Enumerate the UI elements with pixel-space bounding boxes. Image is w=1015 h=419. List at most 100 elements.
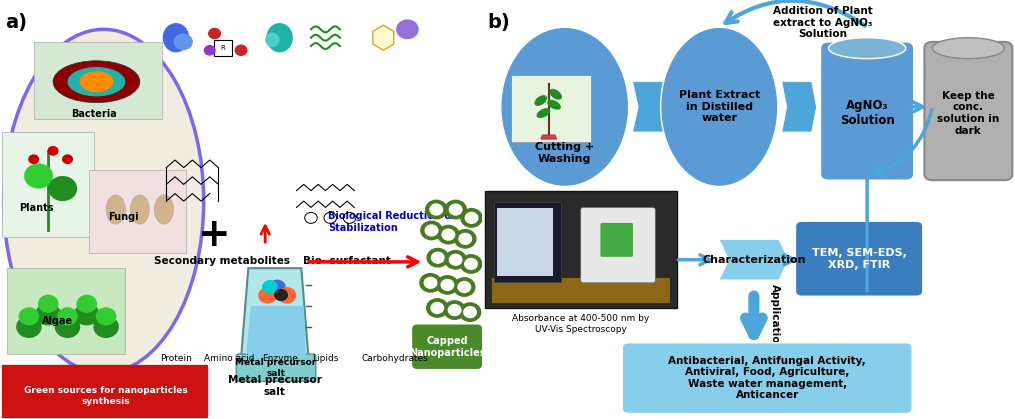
Circle shape xyxy=(259,288,276,303)
Text: Antibacterial, Antifungal Activity,
Antiviral, Food, Agriculture,
Waste water ma: Antibacterial, Antifungal Activity, Anti… xyxy=(669,356,866,400)
Polygon shape xyxy=(632,82,673,132)
FancyBboxPatch shape xyxy=(413,326,481,368)
Circle shape xyxy=(28,155,39,163)
Circle shape xyxy=(75,304,98,325)
FancyBboxPatch shape xyxy=(796,221,923,296)
Ellipse shape xyxy=(500,27,628,186)
Ellipse shape xyxy=(828,38,905,59)
Ellipse shape xyxy=(547,100,561,110)
Text: Bio- surfactant: Bio- surfactant xyxy=(303,256,391,266)
Circle shape xyxy=(397,20,418,39)
Circle shape xyxy=(204,46,215,55)
Ellipse shape xyxy=(933,38,1004,59)
FancyBboxPatch shape xyxy=(581,207,656,283)
Text: a): a) xyxy=(5,13,26,31)
Text: Keep the
conc.
solution in
dark: Keep the conc. solution in dark xyxy=(937,91,1000,135)
Text: Algae: Algae xyxy=(43,316,73,326)
Text: Cutting +
Washing: Cutting + Washing xyxy=(535,142,595,164)
Text: R: R xyxy=(221,45,225,51)
Circle shape xyxy=(19,308,39,325)
Circle shape xyxy=(427,248,449,267)
Text: Plants: Plants xyxy=(19,203,54,213)
Text: +: + xyxy=(198,216,230,253)
Circle shape xyxy=(459,233,472,244)
Text: Fungi: Fungi xyxy=(108,212,138,222)
Text: Absorbance at 400-500 nm by
UV-Vis Spectroscopy: Absorbance at 400-500 nm by UV-Vis Spect… xyxy=(513,314,650,334)
Circle shape xyxy=(465,259,477,269)
Text: Amino acid: Amino acid xyxy=(204,354,255,363)
Text: Addition of Plant
extract to AgNO₃
Solution: Addition of Plant extract to AgNO₃ Solut… xyxy=(773,6,873,39)
Circle shape xyxy=(17,316,41,337)
Circle shape xyxy=(96,308,116,325)
Circle shape xyxy=(460,303,481,321)
Circle shape xyxy=(94,316,118,337)
Ellipse shape xyxy=(162,23,189,52)
Circle shape xyxy=(58,308,77,325)
Circle shape xyxy=(275,290,287,300)
Ellipse shape xyxy=(537,108,550,118)
Text: Bacteria: Bacteria xyxy=(71,109,117,119)
FancyBboxPatch shape xyxy=(2,365,207,417)
Ellipse shape xyxy=(106,195,125,224)
Circle shape xyxy=(464,307,476,318)
Circle shape xyxy=(425,200,447,219)
Ellipse shape xyxy=(266,23,293,52)
Circle shape xyxy=(426,299,448,317)
Text: Enzyme: Enzyme xyxy=(262,354,297,363)
Circle shape xyxy=(48,147,58,155)
FancyBboxPatch shape xyxy=(496,208,553,276)
Polygon shape xyxy=(720,240,789,280)
Text: Lipids: Lipids xyxy=(313,354,339,363)
Polygon shape xyxy=(242,268,309,358)
Ellipse shape xyxy=(79,71,114,92)
FancyBboxPatch shape xyxy=(236,354,316,381)
Text: Carbohydrates: Carbohydrates xyxy=(362,354,428,363)
Ellipse shape xyxy=(68,67,126,96)
FancyBboxPatch shape xyxy=(485,191,677,308)
Text: Metal precursor
salt: Metal precursor salt xyxy=(228,375,322,397)
FancyBboxPatch shape xyxy=(512,75,592,142)
Circle shape xyxy=(450,254,462,265)
Circle shape xyxy=(77,295,96,312)
Ellipse shape xyxy=(154,195,174,224)
Ellipse shape xyxy=(174,34,193,50)
Circle shape xyxy=(431,303,444,313)
Ellipse shape xyxy=(661,27,777,186)
Circle shape xyxy=(442,279,454,290)
Ellipse shape xyxy=(535,95,547,106)
Polygon shape xyxy=(782,82,816,132)
Circle shape xyxy=(444,301,465,319)
Text: Characterization: Characterization xyxy=(702,255,806,265)
Text: Capped
Nanoparticles: Capped Nanoparticles xyxy=(409,336,485,358)
Circle shape xyxy=(209,28,220,39)
Circle shape xyxy=(449,305,461,316)
Text: b): b) xyxy=(487,13,511,31)
Circle shape xyxy=(445,200,466,219)
Ellipse shape xyxy=(265,33,279,47)
Circle shape xyxy=(278,288,295,303)
Text: Metal precursor
salt: Metal precursor salt xyxy=(235,358,317,378)
Text: Plant Extract
in Distilled
water: Plant Extract in Distilled water xyxy=(679,90,760,124)
FancyBboxPatch shape xyxy=(925,42,1012,180)
Circle shape xyxy=(56,316,79,337)
Circle shape xyxy=(461,209,482,227)
Text: Applications: Applications xyxy=(769,284,780,357)
Circle shape xyxy=(421,221,443,240)
FancyBboxPatch shape xyxy=(494,202,561,282)
Circle shape xyxy=(461,255,482,273)
Circle shape xyxy=(63,155,72,163)
Circle shape xyxy=(235,45,247,55)
Circle shape xyxy=(425,225,437,236)
FancyBboxPatch shape xyxy=(33,42,161,119)
FancyBboxPatch shape xyxy=(214,40,232,56)
Ellipse shape xyxy=(24,163,53,189)
Circle shape xyxy=(420,274,442,292)
FancyBboxPatch shape xyxy=(89,170,186,253)
Circle shape xyxy=(455,230,476,248)
Polygon shape xyxy=(246,306,307,358)
Circle shape xyxy=(430,204,443,215)
Text: Secondary metabolites: Secondary metabolites xyxy=(154,256,289,266)
Circle shape xyxy=(270,280,285,294)
Text: TEM, SEM-EDS,
XRD, FTIR: TEM, SEM-EDS, XRD, FTIR xyxy=(812,248,906,270)
Circle shape xyxy=(450,204,462,215)
